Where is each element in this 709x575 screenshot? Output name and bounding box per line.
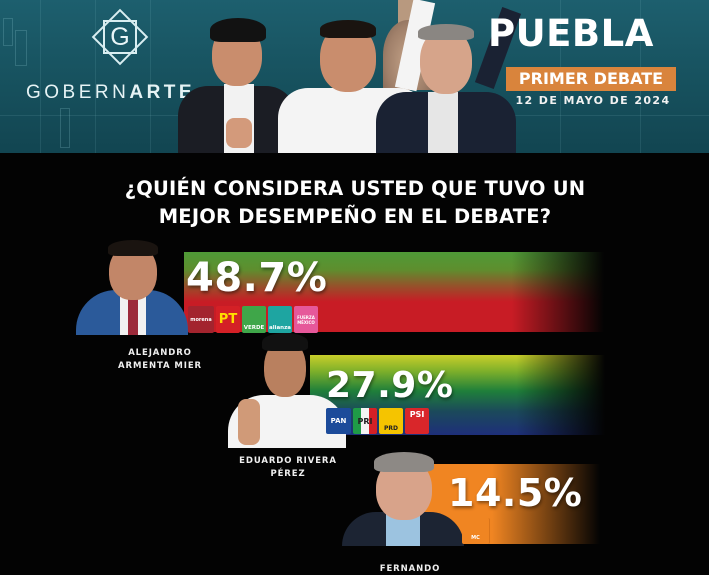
header-photo-fernando	[376, 6, 522, 153]
debate-date: 12 DE MAYO DE 2024	[515, 94, 671, 107]
candidate-name-rivera: EDUARDO RIVERA PÉREZ	[228, 455, 348, 481]
header-banner: G GOBERNARTE PUEBLA PRIMER DEBATE 12 DE …	[0, 0, 709, 153]
candidate-name-line-1: ALEJANDRO	[128, 348, 192, 358]
pt-logo-icon: PT	[216, 306, 240, 333]
poll-question: ¿QUIÉN CONSIDERA USTED QUE TUVO UN MEJOR…	[60, 175, 650, 231]
candidate-name-line-1: EDUARDO RIVERA	[239, 456, 337, 466]
brand-name-suffix: ARTE	[129, 82, 196, 103]
tie	[128, 296, 138, 335]
background-candle-shape	[15, 30, 27, 66]
logo-square-icon	[103, 20, 137, 54]
background-candle-shape	[3, 18, 13, 46]
movimiento-ciudadano-logo-icon: MC	[462, 518, 490, 544]
pan-logo-icon: PAN	[326, 408, 351, 434]
gobernarte-logo: G GOBERNARTE	[22, 8, 218, 103]
nueva-alianza-logo-icon: alianza	[268, 306, 292, 333]
event-title: PUEBLA	[488, 12, 654, 55]
background-grid-line	[95, 0, 96, 153]
pri-logo-icon: PRI	[353, 408, 377, 434]
brand-name-prefix: GOBERN	[26, 82, 130, 103]
question-line-1: ¿QUIÉN CONSIDERA USTED QUE TUVO UN	[124, 177, 586, 200]
raised-fist	[226, 118, 252, 148]
background-grid-line	[150, 0, 151, 153]
party-logos-armenta: morena PT VERDE alianza FUERZA MÉXICO	[188, 306, 318, 333]
debate-badge: PRIMER DEBATE	[506, 67, 676, 91]
background-grid-line	[40, 0, 41, 153]
party-logos-fernando: MC	[462, 518, 490, 544]
background-candle-shape	[60, 108, 70, 148]
photo-alejandro-armenta	[76, 240, 188, 335]
result-bar-armenta	[184, 252, 604, 332]
thumbs-up-hand	[238, 399, 260, 445]
prd-logo-icon: PRD	[379, 408, 403, 434]
candidate-name-line-2: ARMENTA MIER	[118, 361, 202, 371]
value-label-armenta: 48.7%	[186, 255, 328, 301]
brand-name: GOBERNARTE	[26, 82, 222, 104]
psi-logo-icon: PSI	[405, 408, 429, 434]
value-label-rivera: 27.9%	[326, 365, 454, 406]
candidate-name-armenta: ALEJANDRO ARMENTA MIER	[100, 347, 220, 373]
verde-logo-icon: VERDE	[242, 306, 266, 333]
fuerza-mexico-logo-icon: FUERZA MÉXICO	[294, 306, 318, 333]
party-logos-rivera: PAN PRI PRD PSI	[326, 408, 429, 434]
header-photo-eduardo	[178, 18, 296, 153]
value-label-fernando: 14.5%	[448, 471, 583, 515]
photo-fernando	[342, 452, 464, 546]
photo-eduardo-rivera	[228, 333, 346, 448]
candidate-name-line-2: PÉREZ	[270, 469, 306, 479]
candidate-name-line-1: FERNANDO	[379, 564, 441, 574]
candidate-name-fernando: FERNANDO	[350, 563, 470, 575]
logo-letter: G	[110, 23, 130, 51]
morena-logo-icon: morena	[188, 306, 214, 333]
question-line-2: MEJOR DESEMPEÑO EN EL DEBATE?	[158, 205, 552, 228]
